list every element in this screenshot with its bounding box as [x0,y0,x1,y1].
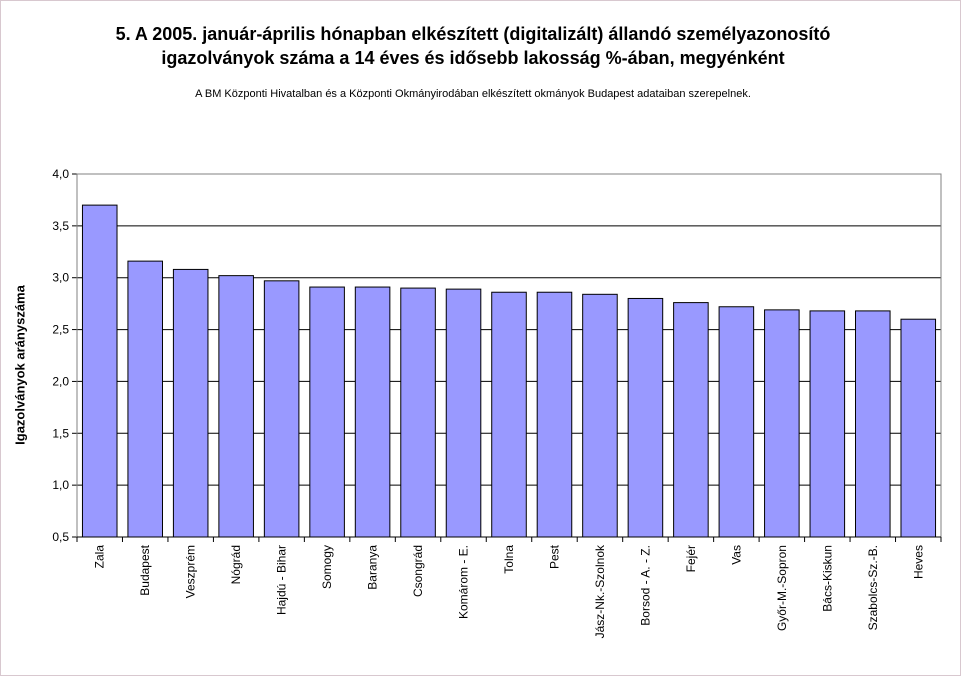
y-axis-label: Igazolványok arányszáma [12,285,28,445]
bar [764,309,800,538]
bar [127,260,163,538]
x-tick-label: Győr-M.-Sopron [775,545,789,631]
bar [582,293,618,538]
bar [809,310,846,538]
y-tick-label: 2,0 [52,374,69,388]
y-tick-label: 1,0 [52,478,69,492]
x-tick-label: Budapest [138,544,152,595]
bar [673,302,709,538]
x-tick-label: Pest [547,544,561,569]
x-tick-label: Csongrád [411,545,425,597]
x-tick-label: Zala [93,545,107,569]
bar [445,288,482,538]
x-tick-label: Komárom - E. [457,545,471,619]
x-tick-label: Fejér [684,545,698,572]
y-tick-label: 1,5 [52,426,69,440]
x-tick-label: Veszprém [184,545,198,598]
bar [81,204,118,538]
bar [491,291,527,538]
bar [172,268,209,538]
y-tick-label: 4,0 [52,167,69,181]
bar [400,287,436,538]
x-tick-label: Somogy [320,545,334,589]
bar [718,306,755,538]
bar [900,318,937,538]
y-tick-label: 3,0 [52,271,69,285]
bar [855,310,891,538]
chart-title: 5. A 2005. január-április hónapban elkés… [0,22,946,70]
chart-title-line-2: igazolványok száma a 14 éves és idősebb … [161,48,785,68]
x-tick-label: Borsod - A. - Z. [638,545,652,626]
chart-title-line-1: 5. A 2005. január-április hónapban elkés… [115,24,831,44]
x-tick-label: Heves [911,545,925,579]
x-tick-label: Vas [729,545,743,565]
x-tick-label: Szabolcs-Sz.-B. [866,545,880,630]
bar [218,275,254,538]
bar [354,286,391,538]
bar [536,291,573,538]
x-tick-label: Hajdú - Bihar [275,545,289,615]
chart-subtitle: A BM Központi Hivatalban és a Központi O… [195,88,751,100]
x-tick-label: Tolna [502,545,516,574]
x-tick-label: Bács-Kiskun [820,545,834,612]
x-tick-label: Nógrád [229,545,243,584]
bar [309,286,345,538]
bar [263,280,300,538]
bar [627,297,664,538]
x-tick-label: Baranya [366,545,380,590]
y-tick-label: 2,5 [52,323,69,337]
x-tick-label: Jász-Nk.-Szolnok [593,544,607,638]
y-tick-label: 0,5 [52,530,69,544]
y-tick-label: 3,5 [52,219,69,233]
